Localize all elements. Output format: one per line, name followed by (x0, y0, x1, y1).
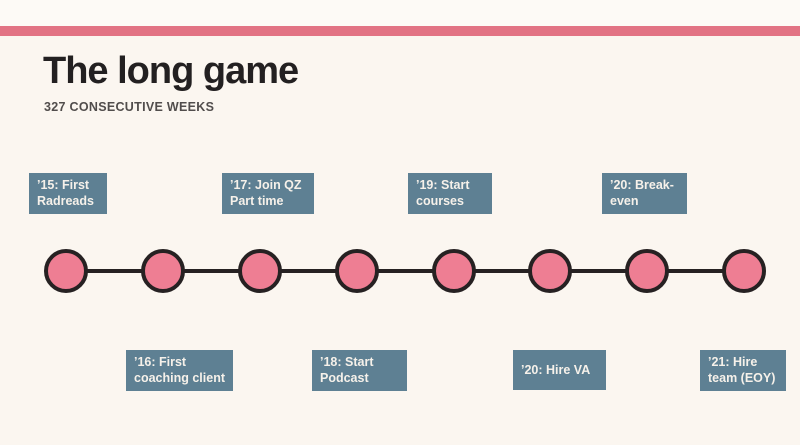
timeline-node-6 (528, 249, 572, 293)
timeline-node-5 (432, 249, 476, 293)
timeline-line (66, 269, 744, 273)
event-label-21-hire-team-eoy: ’21: Hire team (EOY) (700, 350, 786, 391)
event-label-17-join-qz-part-time: ’17: Join QZ Part time (222, 173, 314, 214)
timeline-node-1 (44, 249, 88, 293)
event-label-19-start-courses: ’19: Start courses (408, 173, 492, 214)
timeline-node-7 (625, 249, 669, 293)
event-label-15-first-radreads: ’15: First Radreads (29, 173, 107, 214)
timeline-node-3 (238, 249, 282, 293)
event-label-16-first-coaching-client: ’16: First coaching client (126, 350, 233, 391)
timeline-node-2 (141, 249, 185, 293)
timeline-node-8 (722, 249, 766, 293)
accent-bar (0, 26, 800, 36)
timeline-node-4 (335, 249, 379, 293)
top-strip (0, 0, 800, 26)
event-label-20-break-even: ’20: Break- even (602, 173, 687, 214)
event-label-18-start-podcast: ’18: Start Podcast (312, 350, 407, 391)
page-title: The long game (43, 50, 299, 92)
event-label-20-hire-va: ’20: Hire VA (513, 350, 606, 390)
page-subtitle: 327 CONSECUTIVE WEEKS (44, 100, 215, 114)
